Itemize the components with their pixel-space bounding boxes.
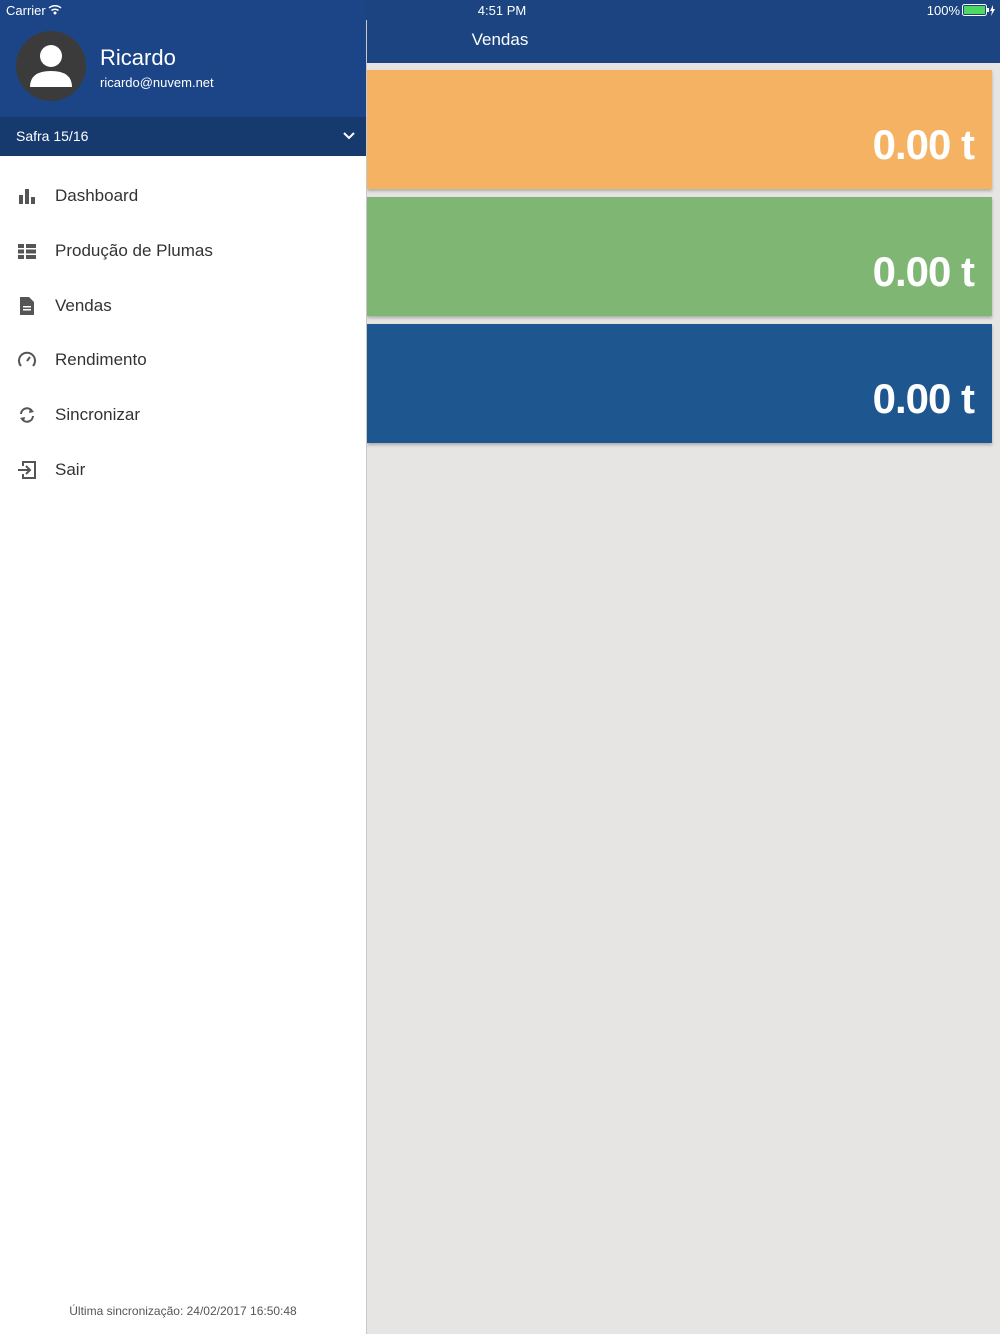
menu-label: Dashboard — [55, 186, 139, 205]
icon-gauge — [18, 351, 36, 367]
clock: 4:51 PM — [477, 3, 527, 18]
season-label: Safra 15/16 — [16, 128, 89, 144]
status-bar — [366, 0, 1000, 20]
card-value: 0.00 t — [872, 375, 975, 422]
status-bar-left — [0, 0, 366, 20]
icon-table — [18, 244, 36, 259]
avatar — [16, 31, 86, 101]
menu-item[interactable]: Dashboard — [0, 169, 366, 223]
user-name: Ricardo — [100, 45, 176, 70]
menu-label: Vendas — [55, 296, 112, 315]
icon-sync — [20, 407, 34, 423]
wifi-icon — [48, 4, 62, 15]
menu-item[interactable]: Sair — [0, 443, 366, 497]
menu-item[interactable]: Vendas — [0, 279, 366, 333]
nav-title: Vendas — [471, 30, 529, 49]
icon-exit — [18, 461, 36, 479]
icon-document — [20, 297, 34, 315]
card-value: 0.00 t — [872, 248, 975, 295]
menu-label: Rendimento — [55, 350, 147, 369]
menu-item[interactable]: Sincronizar — [0, 388, 366, 442]
season-selector[interactable] — [0, 117, 366, 156]
menu-item[interactable]: Produção de Plumas — [0, 224, 366, 278]
card[interactable]: 0.00 t — [367, 324, 992, 443]
last-sync: Última sincronização: 24/02/2017 16:50:4… — [69, 1304, 297, 1318]
chevron-down — [343, 132, 355, 140]
card[interactable]: 0.00 t — [367, 197, 992, 316]
menu-label: Sair — [55, 460, 86, 479]
carrier: Carrier — [6, 3, 46, 18]
card-value: 0.00 t — [872, 121, 975, 168]
menu-item[interactable]: Rendimento — [0, 333, 366, 387]
card[interactable]: 0.00 t — [367, 70, 992, 189]
battery-icon — [962, 4, 995, 16]
drawer — [0, 0, 367, 1334]
menu-label: Produção de Plumas — [55, 241, 213, 260]
battery-percent: 100% — [926, 3, 960, 18]
menu-label: Sincronizar — [55, 405, 141, 424]
user-email: ricardo@nuvem.net — [100, 75, 214, 90]
icon-dashboard — [19, 189, 35, 204]
